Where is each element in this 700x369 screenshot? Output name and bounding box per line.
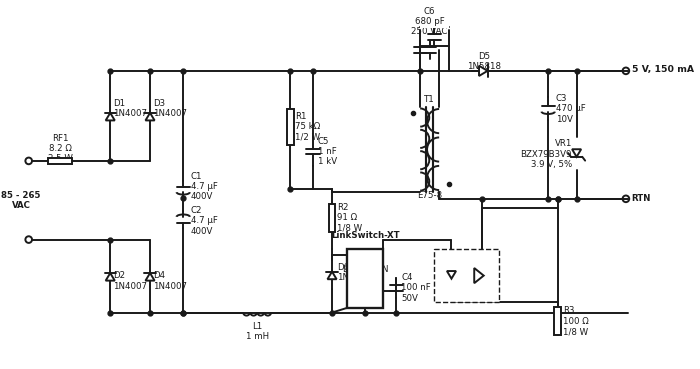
Text: R1
75 kΩ
1/2 W: R1 75 kΩ 1/2 W — [295, 112, 321, 142]
Text: BP: BP — [351, 286, 362, 295]
Polygon shape — [106, 273, 115, 281]
Text: C1
4.7 μF
400V: C1 4.7 μF 400V — [191, 172, 218, 201]
Text: RF1
8.2 Ω
2.5 W: RF1 8.2 Ω 2.5 W — [48, 134, 72, 163]
Polygon shape — [146, 113, 155, 120]
Text: 5 V, 150 mA: 5 V, 150 mA — [631, 65, 694, 75]
Bar — [287, 109, 293, 145]
Text: D5
1N5818: D5 1N5818 — [467, 52, 500, 71]
Text: C5
1 nF
1 kV: C5 1 nF 1 kV — [318, 137, 337, 166]
Text: S: S — [351, 295, 356, 304]
Text: U2
PC817A: U2 PC817A — [454, 275, 487, 295]
Polygon shape — [146, 273, 155, 281]
Text: VR1
BZX79B3V9
3.9 V, 5%: VR1 BZX79B3V9 3.9 V, 5% — [521, 139, 572, 169]
Polygon shape — [572, 149, 581, 157]
Polygon shape — [447, 271, 456, 279]
Text: C6
680 pF
250 VAC: C6 680 pF 250 VAC — [412, 7, 448, 37]
Text: RTN: RTN — [631, 194, 651, 203]
Text: D4
1N4007: D4 1N4007 — [153, 271, 187, 290]
Text: D1
1N4007: D1 1N4007 — [113, 99, 147, 118]
Text: R2
91 Ω
1/8 W: R2 91 Ω 1/8 W — [337, 203, 362, 233]
FancyBboxPatch shape — [435, 249, 499, 302]
Text: R3
100 Ω
1/8 W: R3 100 Ω 1/8 W — [564, 306, 589, 336]
Text: E75-8: E75-8 — [417, 192, 442, 200]
Text: D6
1N4007GP: D6 1N4007GP — [337, 263, 383, 282]
Bar — [347, 249, 383, 308]
Polygon shape — [479, 66, 487, 76]
Text: LinkSwitch-XT: LinkSwitch-XT — [331, 231, 400, 240]
Polygon shape — [328, 272, 337, 279]
Text: C3
470 μF
10V: C3 470 μF 10V — [556, 94, 585, 124]
Text: C4
100 nF
50V: C4 100 nF 50V — [401, 273, 431, 303]
Text: D2
1N4007: D2 1N4007 — [113, 271, 147, 290]
Text: U1
LNK363DN: U1 LNK363DN — [342, 255, 389, 274]
Polygon shape — [474, 268, 484, 283]
Text: T1: T1 — [424, 95, 435, 104]
Text: L1
1 mH: L1 1 mH — [246, 322, 269, 341]
Bar — [329, 204, 335, 232]
Text: C2
4.7 μF
400V: C2 4.7 μF 400V — [191, 206, 218, 235]
Bar — [48, 158, 72, 164]
Bar — [554, 307, 561, 335]
Text: D: D — [351, 253, 358, 262]
Polygon shape — [106, 113, 115, 120]
Text: FB: FB — [351, 271, 362, 280]
Bar — [420, 26, 449, 28]
Text: D3
1N4007: D3 1N4007 — [153, 99, 187, 118]
Text: 85 - 265
VAC: 85 - 265 VAC — [1, 190, 41, 210]
